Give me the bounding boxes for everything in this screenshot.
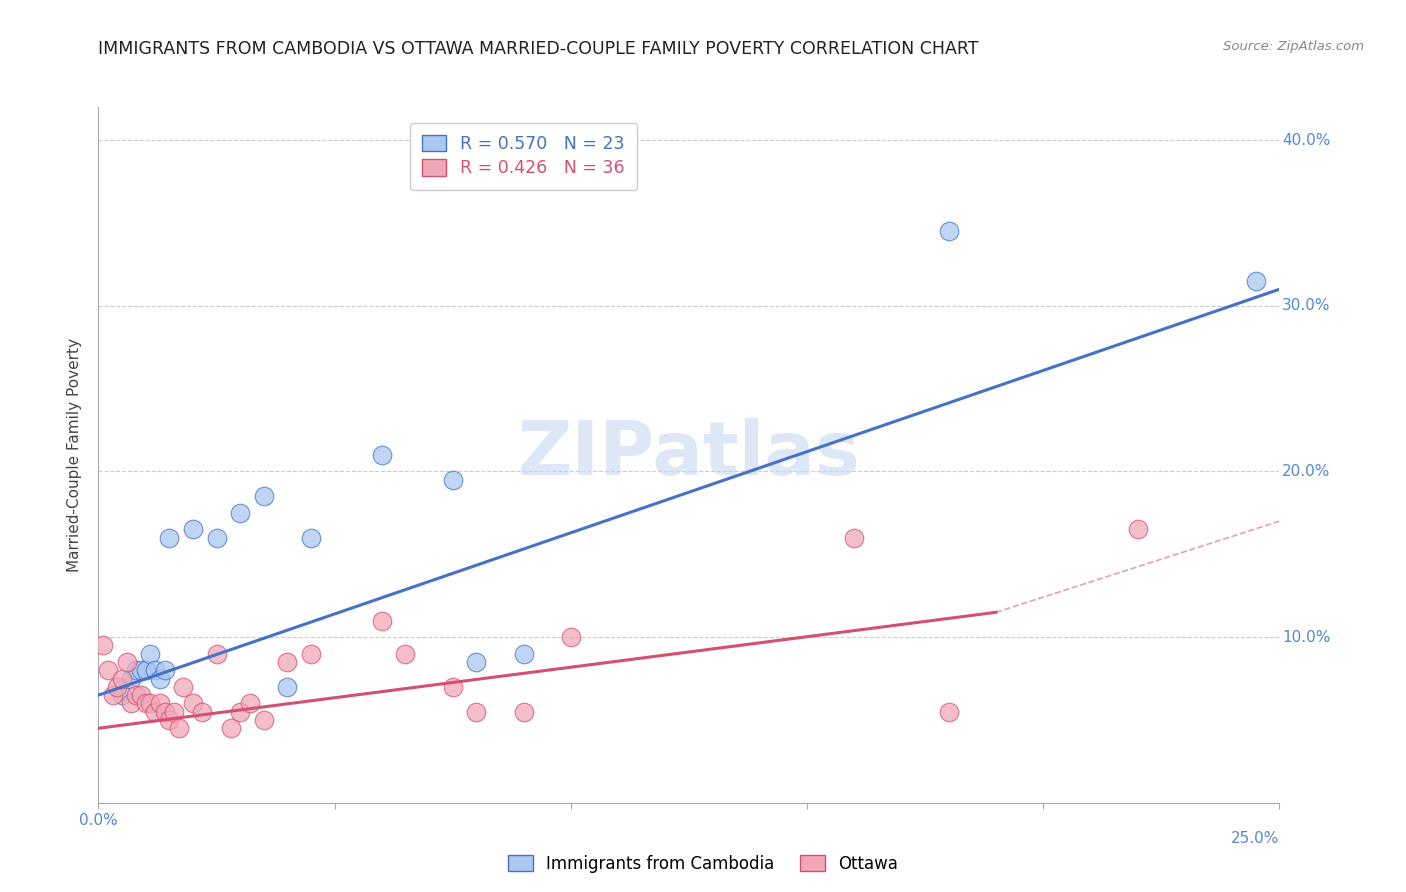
Text: 20.0%: 20.0%	[1282, 464, 1330, 479]
Text: 10.0%: 10.0%	[1282, 630, 1330, 645]
Legend: Immigrants from Cambodia, Ottawa: Immigrants from Cambodia, Ottawa	[502, 848, 904, 880]
Point	[276, 680, 298, 694]
Point	[139, 697, 162, 711]
Point	[560, 166, 582, 180]
Point	[181, 697, 204, 711]
Point	[299, 647, 322, 661]
Point	[105, 680, 128, 694]
Point	[91, 639, 114, 653]
Point	[844, 531, 866, 545]
Point	[125, 688, 148, 702]
Point	[1244, 274, 1267, 288]
Point	[139, 647, 162, 661]
Point	[441, 473, 464, 487]
Point	[135, 697, 157, 711]
Point	[1126, 523, 1149, 537]
Point	[371, 614, 394, 628]
Point	[153, 705, 176, 719]
Point	[465, 705, 488, 719]
Point	[239, 697, 262, 711]
Point	[111, 672, 134, 686]
Point	[121, 697, 143, 711]
Point	[938, 224, 960, 238]
Y-axis label: Married-Couple Family Poverty: Married-Couple Family Poverty	[67, 338, 83, 572]
Point	[512, 647, 534, 661]
Point	[157, 713, 180, 727]
Point	[299, 531, 322, 545]
Point	[465, 655, 488, 669]
Text: 40.0%: 40.0%	[1282, 133, 1330, 148]
Point	[181, 523, 204, 537]
Text: 25.0%: 25.0%	[1232, 830, 1279, 846]
Point	[253, 489, 276, 503]
Point	[276, 655, 298, 669]
Point	[394, 647, 416, 661]
Point	[163, 705, 186, 719]
Point	[135, 663, 157, 677]
Point	[115, 655, 138, 669]
Point	[441, 680, 464, 694]
Point	[149, 697, 172, 711]
Text: Source: ZipAtlas.com: Source: ZipAtlas.com	[1223, 40, 1364, 54]
Text: ZIPatlas: ZIPatlas	[517, 418, 860, 491]
Point	[219, 721, 242, 735]
Point	[143, 663, 166, 677]
Point	[167, 721, 190, 735]
Point	[97, 663, 120, 677]
Point	[157, 531, 180, 545]
Text: 30.0%: 30.0%	[1282, 298, 1330, 313]
Point	[229, 705, 252, 719]
Point	[121, 672, 143, 686]
Point	[153, 663, 176, 677]
Point	[172, 680, 194, 694]
Point	[143, 705, 166, 719]
Point	[560, 630, 582, 644]
Point	[938, 705, 960, 719]
Point	[205, 647, 228, 661]
Point	[149, 672, 172, 686]
Point	[253, 713, 276, 727]
Point	[229, 506, 252, 520]
Point	[512, 705, 534, 719]
Point	[111, 688, 134, 702]
Point	[129, 688, 152, 702]
Point	[205, 531, 228, 545]
Point	[101, 688, 124, 702]
Text: IMMIGRANTS FROM CAMBODIA VS OTTAWA MARRIED-COUPLE FAMILY POVERTY CORRELATION CHA: IMMIGRANTS FROM CAMBODIA VS OTTAWA MARRI…	[98, 40, 979, 58]
Point	[191, 705, 214, 719]
Point	[129, 663, 152, 677]
Legend: R = 0.570   N = 23, R = 0.426   N = 36: R = 0.570 N = 23, R = 0.426 N = 36	[411, 123, 637, 189]
Point	[125, 663, 148, 677]
Point	[371, 448, 394, 462]
